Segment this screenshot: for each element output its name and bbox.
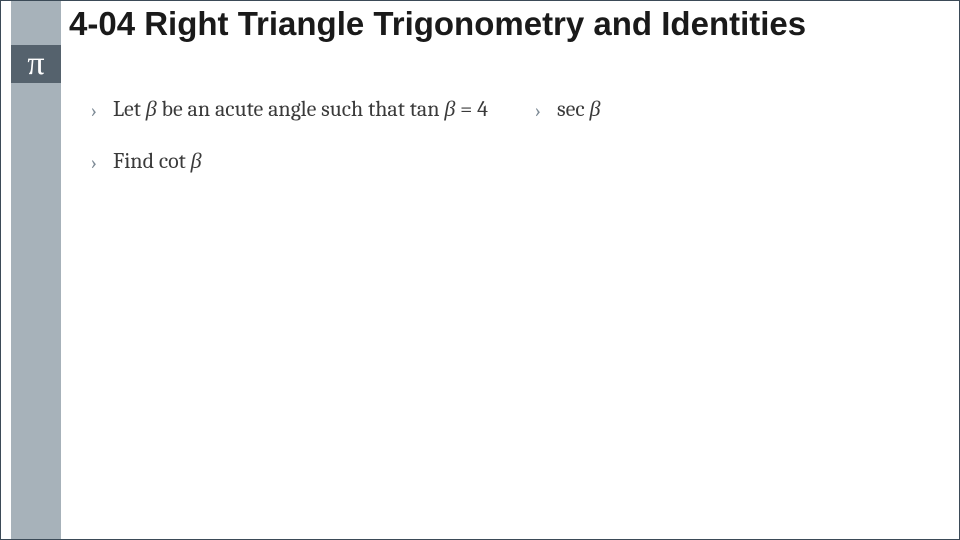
variable-beta: β xyxy=(146,96,157,122)
bullet-item: › Let β be an acute angle such that tan … xyxy=(91,95,495,125)
chevron-icon: › xyxy=(91,149,97,176)
bullet-text: Let β be an acute angle such that tan β … xyxy=(113,96,488,122)
text-run: be an acute angle such that tan xyxy=(157,96,445,122)
bullet-text: sec β xyxy=(557,96,600,122)
chevron-icon: › xyxy=(535,97,541,124)
bullet-item: › sec β xyxy=(535,95,939,125)
left-rail: π xyxy=(11,1,61,539)
pi-icon: π xyxy=(11,45,61,83)
body-columns: › Let β be an acute angle such that tan … xyxy=(91,95,939,198)
bullet-text: Find cot β xyxy=(113,148,202,174)
slide: π 4-04 Right Triangle Trigonometry and I… xyxy=(0,0,960,540)
left-column: › Let β be an acute angle such that tan … xyxy=(91,95,495,198)
slide-title: 4-04 Right Triangle Trigonometry and Ide… xyxy=(69,5,939,44)
rail-spacer-top xyxy=(11,1,61,45)
right-column: › sec β xyxy=(535,95,939,198)
slide-body: › Let β be an acute angle such that tan … xyxy=(91,95,939,519)
rail-spacer-bottom xyxy=(11,83,61,539)
bullet-item: › Find cot β xyxy=(91,147,495,177)
text-run: sec xyxy=(557,96,589,122)
text-run: Find cot xyxy=(113,148,191,174)
variable-beta: β xyxy=(191,148,202,174)
text-run: = 4 xyxy=(455,96,488,122)
chevron-icon: › xyxy=(91,97,97,124)
text-run: Let xyxy=(113,96,146,122)
variable-beta: β xyxy=(589,96,600,122)
variable-beta: β xyxy=(444,96,455,122)
